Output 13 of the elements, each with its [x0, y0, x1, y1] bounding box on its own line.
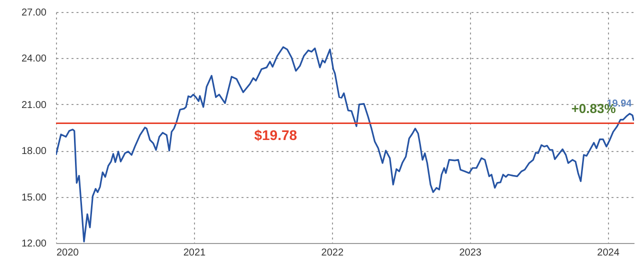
y-tick-label: 18.00	[21, 146, 47, 158]
x-tick-label: 2024	[597, 248, 620, 258]
y-tick-label: 27.00	[21, 8, 47, 18]
ref-line-label: $19.78	[254, 127, 298, 144]
y-tick-label: 12.00	[21, 238, 47, 250]
y-tick-label: 21.00	[21, 100, 47, 111]
y-tick-label: 24.00	[21, 54, 47, 65]
x-tick-label: 2022	[321, 248, 344, 258]
x-tick-label: 2021	[183, 248, 206, 258]
line-series	[56, 46, 634, 242]
x-tick-label: 2020	[56, 248, 80, 258]
x-tick-label: 2023	[459, 248, 482, 258]
y-tick-label: 15.00	[21, 192, 47, 204]
